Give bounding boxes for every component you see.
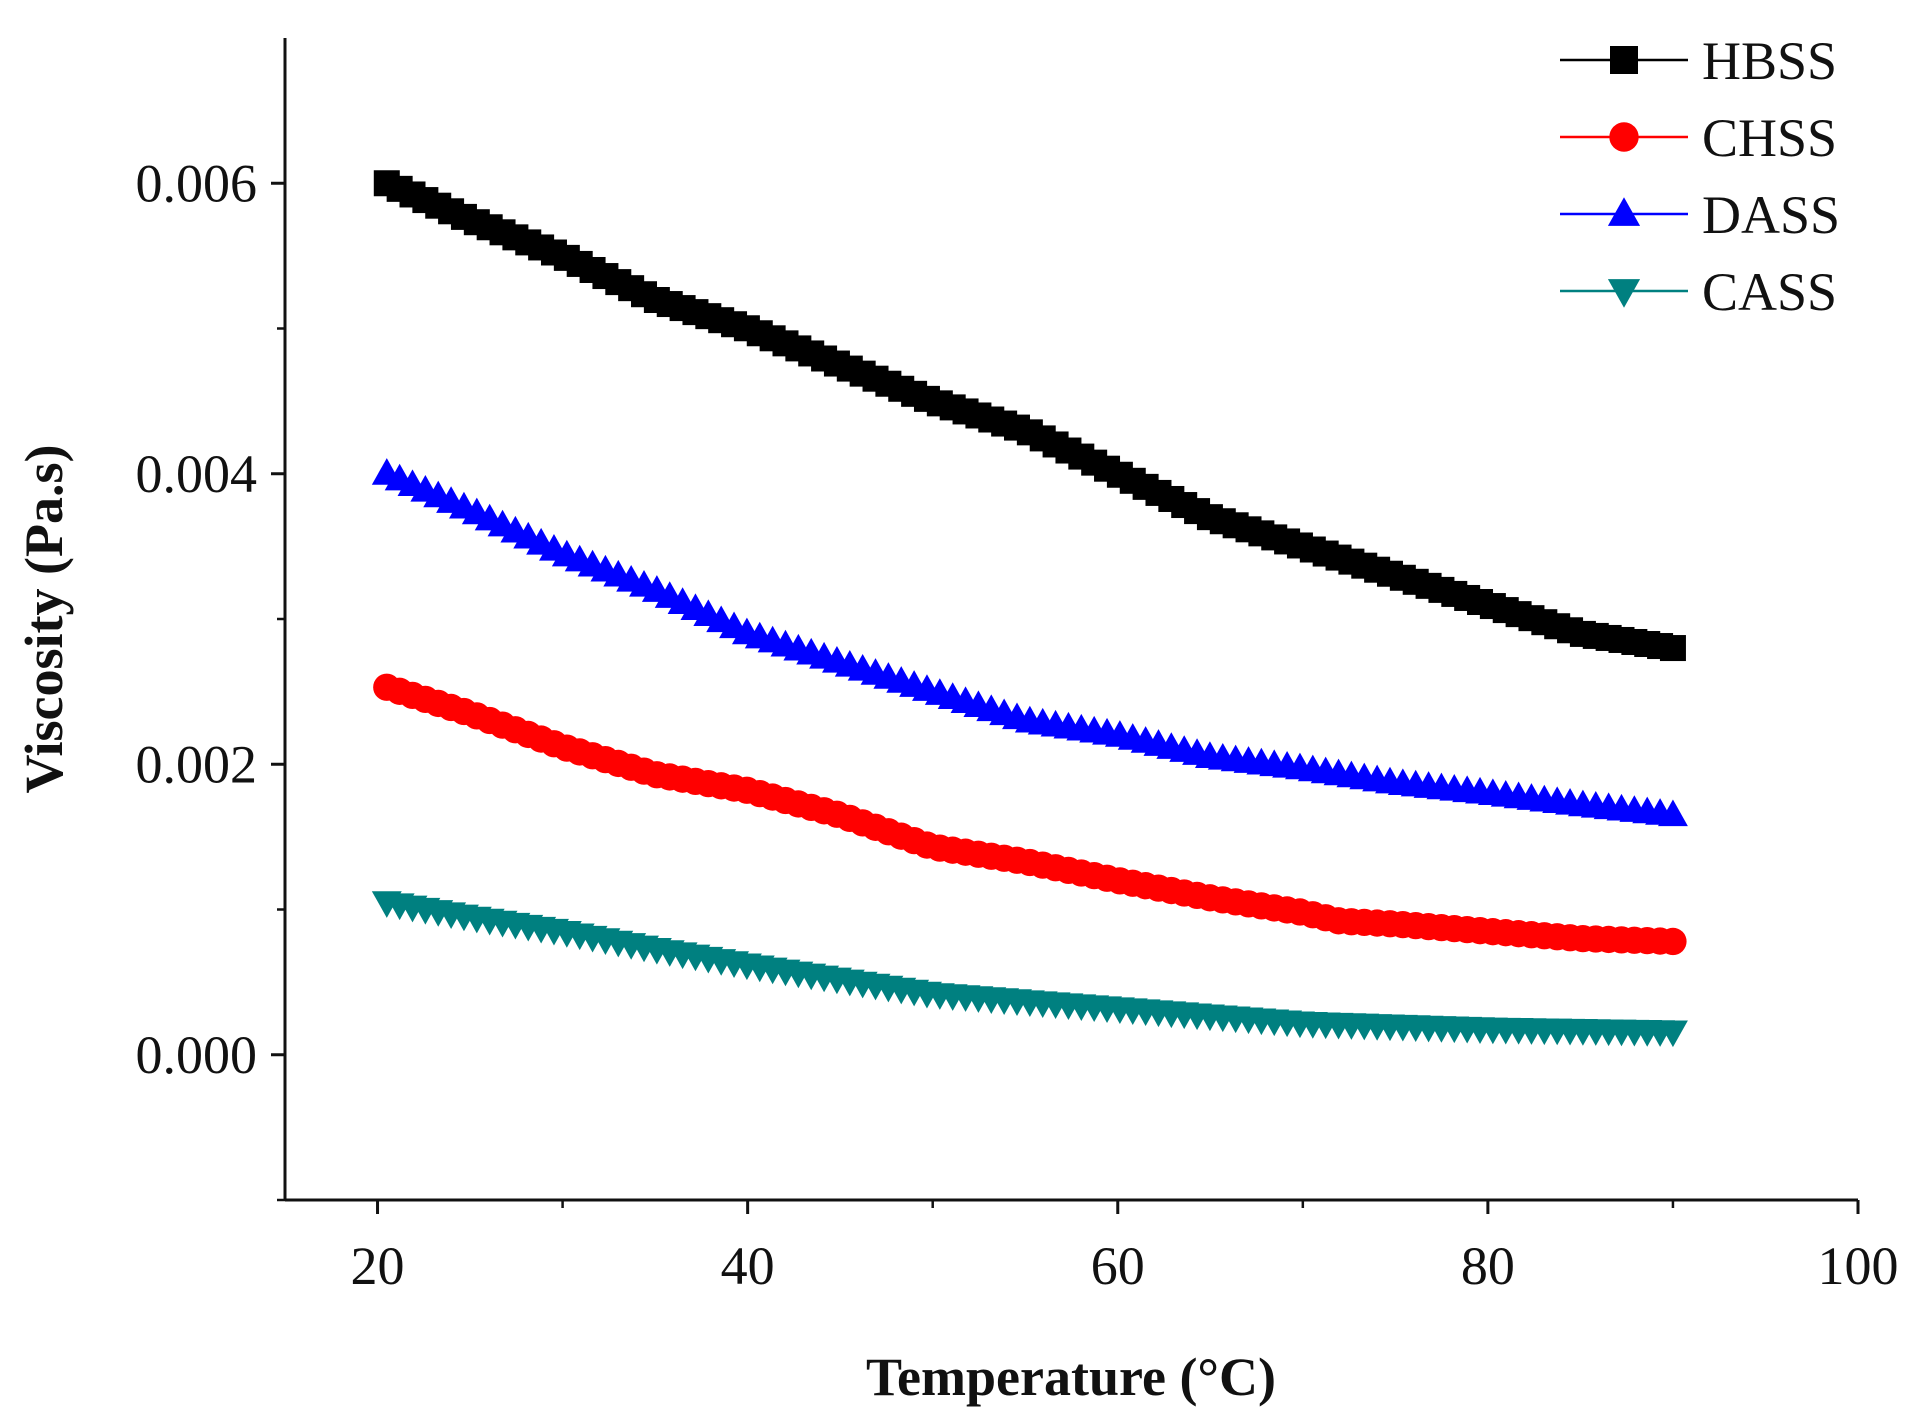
y-tick-label: 0.004 (136, 444, 258, 504)
legend-item-chss: CHSS (1560, 108, 1837, 168)
x-tick-label: 20 (351, 1236, 405, 1296)
legend-label: CASS (1702, 262, 1837, 322)
x-axis-title: Temperature (°C) (866, 1347, 1276, 1407)
x-tick-label: 60 (1091, 1236, 1145, 1296)
legend-label: DASS (1702, 185, 1840, 245)
legend-item-hbss: HBSS (1560, 31, 1837, 91)
data-point (1659, 635, 1686, 662)
legend-label: CHSS (1702, 108, 1837, 168)
legend-marker (1610, 46, 1638, 74)
series-layer (371, 170, 1688, 1048)
legend: HBSS CHSS DASS CASS (1560, 31, 1840, 322)
legend-marker (1607, 197, 1641, 226)
y-tick-label: 0.000 (136, 1025, 258, 1085)
y-axis-title: Viscosity (Pa.s) (14, 445, 74, 794)
ticks-layer: 20 40 60 80 100 0.000 0.002 0.004 0.006 (136, 153, 1899, 1296)
data-point (1657, 799, 1688, 827)
series-hbss (373, 170, 1686, 662)
y-tick-label: 0.002 (136, 734, 258, 794)
legend-label: HBSS (1702, 31, 1837, 91)
legend-item-dass: DASS (1560, 185, 1840, 245)
legend-marker (1607, 279, 1641, 308)
data-point (1657, 1020, 1688, 1048)
x-tick-label: 40 (721, 1236, 775, 1296)
legend-marker (1609, 122, 1639, 152)
series-dass (371, 458, 1688, 827)
data-point (1659, 927, 1687, 956)
x-tick-label: 100 (1818, 1236, 1899, 1296)
y-tick-label: 0.006 (136, 153, 258, 213)
series-chss (373, 673, 1687, 956)
x-tick-label: 80 (1461, 1236, 1515, 1296)
series-cass (371, 891, 1688, 1048)
legend-item-cass: CASS (1560, 262, 1837, 322)
